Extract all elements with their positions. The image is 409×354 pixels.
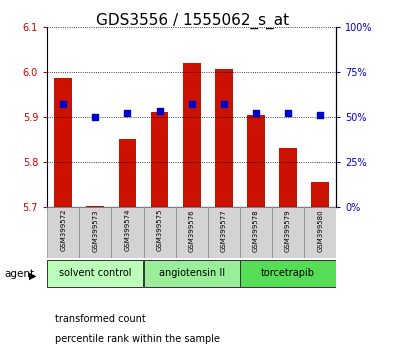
Bar bbox=[47, 207, 79, 258]
Bar bbox=[207, 207, 239, 258]
Text: ▶: ▶ bbox=[29, 270, 36, 280]
Text: percentile rank within the sample: percentile rank within the sample bbox=[55, 334, 220, 344]
Point bbox=[156, 109, 162, 114]
Text: GSM399572: GSM399572 bbox=[60, 209, 66, 251]
Text: agent: agent bbox=[4, 269, 34, 279]
Point bbox=[92, 114, 99, 120]
Text: angiotensin II: angiotensin II bbox=[158, 268, 224, 278]
Bar bbox=[143, 207, 175, 258]
Bar bbox=[239, 207, 271, 258]
Text: GSM399579: GSM399579 bbox=[284, 209, 290, 251]
Bar bbox=[143, 260, 239, 287]
Text: torcetrapib: torcetrapib bbox=[261, 268, 314, 278]
Text: solvent control: solvent control bbox=[59, 268, 131, 278]
Bar bbox=[303, 207, 335, 258]
Bar bbox=[271, 207, 303, 258]
Text: GSM399574: GSM399574 bbox=[124, 209, 130, 251]
Bar bbox=[118, 139, 136, 207]
Point bbox=[220, 101, 227, 107]
Bar bbox=[214, 69, 232, 207]
Bar bbox=[151, 112, 168, 207]
Bar bbox=[182, 63, 200, 207]
Text: GSM399578: GSM399578 bbox=[252, 209, 258, 251]
Bar bbox=[79, 207, 111, 258]
Point bbox=[60, 101, 66, 107]
Text: transformed count: transformed count bbox=[55, 314, 146, 324]
Bar bbox=[279, 148, 296, 207]
Point bbox=[284, 110, 290, 116]
Point bbox=[188, 101, 195, 107]
Text: GSM399580: GSM399580 bbox=[317, 209, 322, 251]
Bar bbox=[310, 182, 328, 207]
Bar bbox=[47, 260, 143, 287]
Point bbox=[124, 110, 130, 116]
Point bbox=[316, 112, 323, 118]
Bar bbox=[247, 115, 264, 207]
Text: GSM399575: GSM399575 bbox=[156, 209, 162, 251]
Text: GSM399577: GSM399577 bbox=[220, 209, 226, 251]
Text: GDS3556 / 1555062_s_at: GDS3556 / 1555062_s_at bbox=[96, 12, 289, 29]
Point bbox=[252, 110, 258, 116]
Bar bbox=[111, 207, 143, 258]
Bar bbox=[54, 79, 72, 207]
Text: GSM399573: GSM399573 bbox=[92, 209, 98, 251]
Bar bbox=[239, 260, 335, 287]
Text: GSM399576: GSM399576 bbox=[188, 209, 194, 251]
Bar bbox=[175, 207, 207, 258]
Bar bbox=[86, 206, 104, 207]
